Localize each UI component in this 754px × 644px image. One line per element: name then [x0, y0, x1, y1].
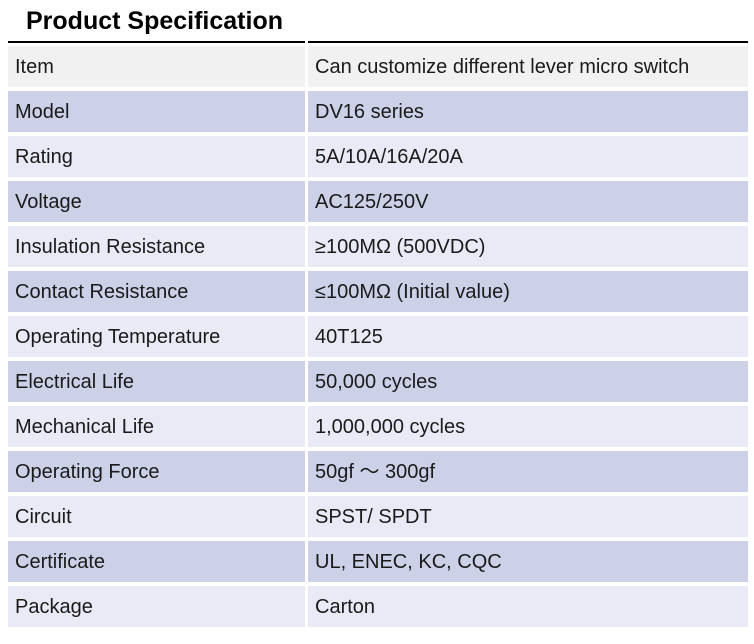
- spec-key-cell: Voltage: [8, 181, 305, 222]
- spec-key-cell: Package: [8, 586, 305, 627]
- spec-key-cell: Item: [8, 46, 305, 87]
- spec-key-cell: Mechanical Life: [8, 406, 305, 447]
- spec-value-cell: Can customize different lever micro swit…: [308, 46, 748, 87]
- spec-value-cell: SPST/ SPDT: [308, 496, 748, 537]
- spec-key-cell: Rating: [8, 136, 305, 177]
- spec-value-cell: UL, ENEC, KC, CQC: [308, 541, 748, 582]
- table-row: Package Carton: [8, 586, 748, 627]
- spec-key-cell: Operating Force: [8, 451, 305, 492]
- spec-value-cell: 50,000 cycles: [308, 361, 748, 402]
- spec-table: Item Can customize different lever micro…: [8, 41, 748, 627]
- spec-value-cell: AC125/250V: [308, 181, 748, 222]
- table-top-border: [8, 41, 748, 43]
- table-row: Electrical Life 50,000 cycles: [8, 361, 748, 402]
- top-border-right-segment: [308, 41, 748, 43]
- spec-key-cell: Model: [8, 91, 305, 132]
- table-row: Model DV16 series: [8, 91, 748, 132]
- table-row: Contact Resistance ≤100MΩ (Initial value…: [8, 271, 748, 312]
- spec-value-cell: 5A/10A/16A/20A: [308, 136, 748, 177]
- table-row: Operating Force 50gf ～ 300gf: [8, 451, 748, 492]
- spec-value-cell: DV16 series: [308, 91, 748, 132]
- spec-value-cell: 40T125: [308, 316, 748, 357]
- spec-key-cell: Electrical Life: [8, 361, 305, 402]
- spec-key-cell: Contact Resistance: [8, 271, 305, 312]
- spec-value-cell: Carton: [308, 586, 748, 627]
- table-row: Insulation Resistance ≥100MΩ (500VDC): [8, 226, 748, 267]
- table-row: Voltage AC125/250V: [8, 181, 748, 222]
- spec-value-cell: 50gf ～ 300gf: [308, 451, 748, 492]
- table-row: Certificate UL, ENEC, KC, CQC: [8, 541, 748, 582]
- spec-key-cell: Operating Temperature: [8, 316, 305, 357]
- table-row: Circuit SPST/ SPDT: [8, 496, 748, 537]
- spec-value-cell: ≥100MΩ (500VDC): [308, 226, 748, 267]
- table-row: Operating Temperature 40T125: [8, 316, 748, 357]
- table-row: Item Can customize different lever micro…: [8, 46, 748, 87]
- spec-key-cell: Insulation Resistance: [8, 226, 305, 267]
- page-title: Product Specification: [26, 7, 283, 35]
- top-border-left-segment: [8, 41, 305, 43]
- table-row: Mechanical Life 1,000,000 cycles: [8, 406, 748, 447]
- table-row: Rating 5A/10A/16A/20A: [8, 136, 748, 177]
- spec-value-cell: 1,000,000 cycles: [308, 406, 748, 447]
- spec-key-cell: Certificate: [8, 541, 305, 582]
- spec-value-cell: ≤100MΩ (Initial value): [308, 271, 748, 312]
- spec-key-cell: Circuit: [8, 496, 305, 537]
